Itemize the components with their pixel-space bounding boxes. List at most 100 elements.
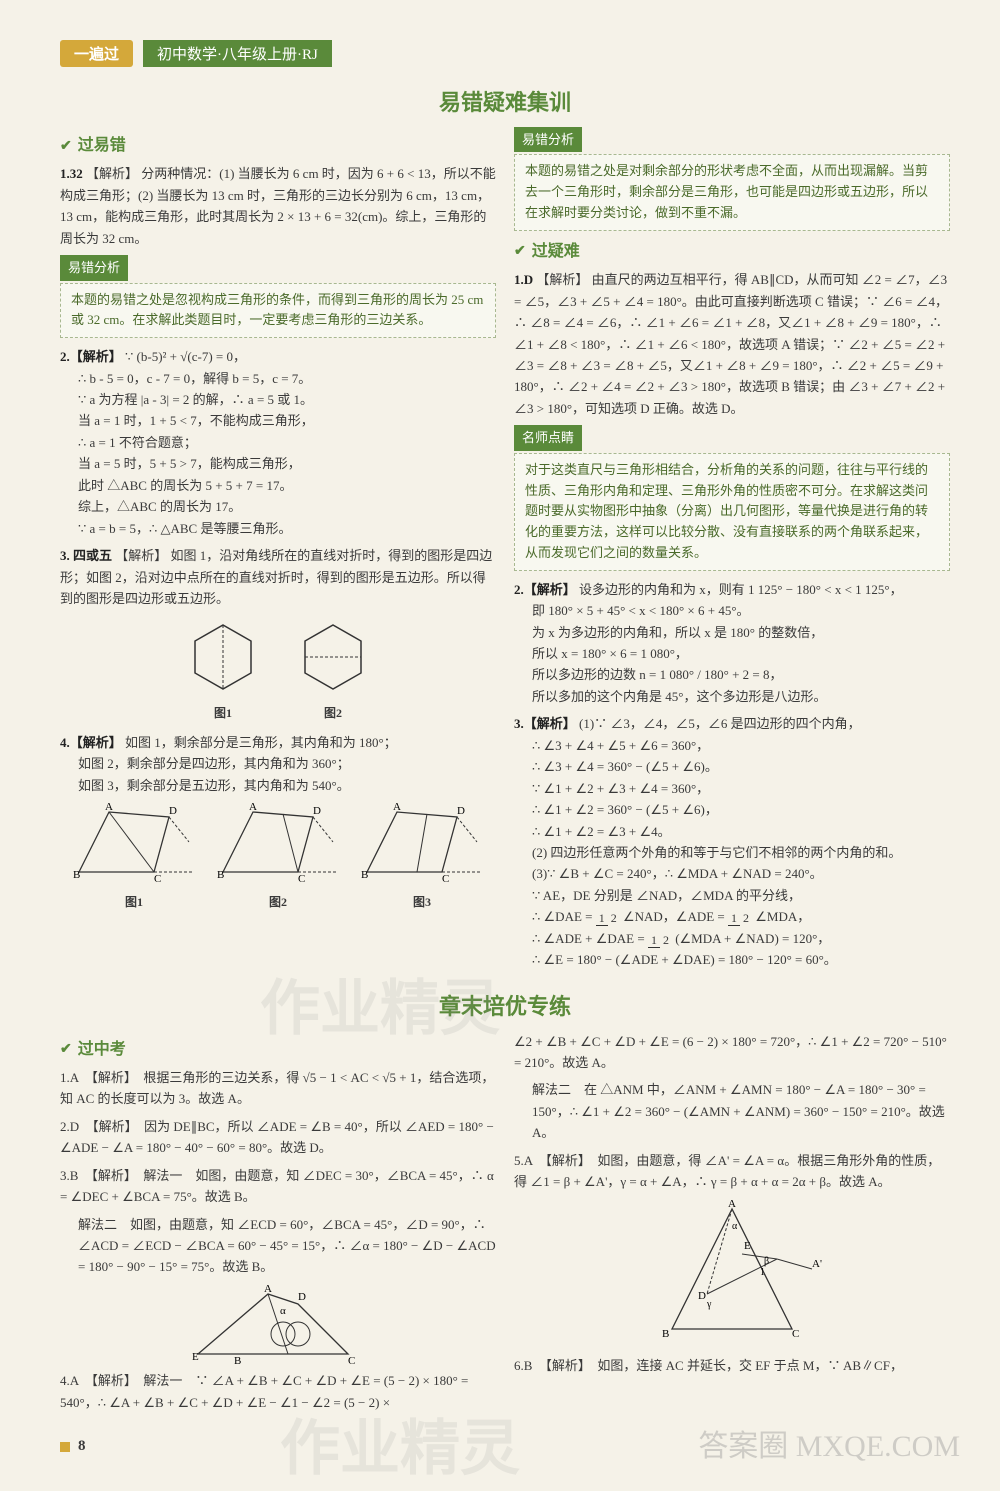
q1-tag: 【解析】 — [86, 166, 138, 181]
box3: 名师点睛 对于这类直尺与三角形相结合，分析角的关系的问题，往往与平行线的性质、三… — [514, 425, 950, 570]
q3r-l10a: ∴ ∠DAE = — [532, 909, 596, 924]
sub-head-easy-wrong: ✔ 过易错 — [60, 133, 496, 159]
sub-head-label: 过易错 — [78, 133, 126, 159]
hex-fig-1: 图1 — [183, 617, 263, 723]
q3r-l10: ∴ ∠DAE = 12 ∠NAD，∠ADE = 12 ∠MDA， — [514, 906, 950, 927]
q3r-l11a: ∴ ∠ADE + ∠DAE = — [532, 931, 648, 946]
header-sub: 初中数学·八年级上册·RJ — [143, 40, 332, 67]
svg-text:C: C — [154, 873, 161, 885]
q3r: 3.【解析】 (1)∵ ∠3，∠4，∠5，∠6 是四边形的四个内角， ∴ ∠3 … — [514, 713, 950, 970]
q3r-l7: (2) 四边形任意两个外角的和等于与它们不相邻的两个内角的和。 — [514, 842, 950, 863]
q2r-tag: 2.【解析】 — [514, 582, 576, 597]
fig1-cap: 图1 — [183, 704, 263, 724]
box3-tag: 名师点睛 — [514, 425, 582, 450]
check-icon: ✔ — [60, 135, 72, 158]
q3r-l9: ∵ AE，DE 分别是 ∠NAD，∠MDA 的平分线， — [514, 885, 950, 906]
page-number: 8 — [78, 1438, 86, 1454]
q2: 2.【解析】 ∵ (b-5)² + √(c-7) = 0， ∴ b - 5 = … — [60, 346, 496, 539]
svg-text:B: B — [662, 1328, 669, 1340]
q3r-l3: ∴ ∠3 + ∠4 = 360° − (∠5 + ∠6)。 — [514, 756, 950, 777]
q3-num: 3. 四或五 — [60, 548, 112, 563]
q1-num: 1.32 — [60, 166, 83, 181]
sub-head-difficult: ✔ 过疑难 — [514, 239, 950, 265]
svg-text:C: C — [792, 1328, 799, 1340]
q3r-l10b: ∠NAD，∠ADE = — [623, 909, 728, 924]
svg-text:α: α — [280, 1305, 286, 1317]
svg-text:D: D — [169, 805, 177, 817]
q3r-l1: (1)∵ ∠3，∠4，∠5，∠6 是四边形的四个内角， — [579, 716, 861, 731]
box2-tag: 易错分析 — [514, 127, 582, 152]
check-icon: ✔ — [514, 240, 526, 263]
corner-logo: 答案圈 MXQE.COM — [698, 1421, 960, 1465]
svg-text:A': A' — [812, 1258, 822, 1270]
sub-head-label-2: 过疑难 — [532, 239, 580, 265]
svg-text:α: α — [732, 1221, 738, 1232]
q2r: 2.【解析】 设多边形的内角和为 x，则有 1 125° − 180° < x … — [514, 579, 950, 708]
svg-text:E: E — [192, 1351, 199, 1363]
q1d-body: 由直尺的两边互相平行，得 AB∥CD，从而可知 ∠2 = ∠7，∠3 = ∠5，… — [514, 272, 948, 416]
section-title-2: 章末培优专练 — [60, 989, 950, 1021]
q2-l1: ∵ (b-5)² + √(c-7) = 0， — [125, 349, 246, 364]
hex-fig-2: 图2 — [293, 617, 373, 723]
q2r-l2: 即 180° × 5 + 45° < x < 180° × 6 + 45°。 — [514, 600, 950, 621]
br-q6: 6.B 【解析】 如图，连接 AC 并延长，交 EF 于点 M，∵ AB∥CF， — [514, 1355, 950, 1376]
q2r-l3: 为 x 为多边形的内角和，所以 x 是 180° 的整数倍， — [514, 622, 950, 643]
q4-l2: 如图 2，剩余部分是四边形，其内角和为 360°； — [60, 753, 496, 774]
q2r-l1: 设多边形的内角和为 x，则有 1 125° − 180° < x < 1 125… — [579, 582, 903, 597]
svg-text:A: A — [105, 802, 113, 813]
q2r-l5: 所以多边形的边数 n = 1 080° / 180° + 2 = 8， — [514, 664, 950, 685]
bl-q2: 2.D 【解析】 因为 DE∥BC，所以 ∠ADE = ∠B = 40°，所以 … — [60, 1116, 496, 1159]
tri-fig-3: AD BC 图3 — [357, 802, 487, 913]
bl-q4: 4.A 【解析】 解法一 ∵ ∠A + ∠B + ∠C + ∠D + ∠E = … — [60, 1370, 496, 1413]
svg-text:β: β — [764, 1256, 769, 1267]
q3: 3. 四或五 【解析】 如图 1，沿对角线所在的直线对折时，得到的图形是四边形；… — [60, 545, 496, 609]
q3r-l2: ∴ ∠3 + ∠4 + ∠5 + ∠6 = 360°， — [514, 735, 950, 756]
svg-text:1: 1 — [760, 1267, 765, 1278]
svg-text:A: A — [393, 802, 401, 813]
q2-l8: 综上，△ABC 的周长为 17。 — [60, 496, 496, 517]
q3r-tag: 3.【解析】 — [514, 716, 576, 731]
section-title-1: 易错疑难集训 — [60, 85, 950, 117]
q2-l4: 当 a = 1 时，1 + 5 < 7，不能构成三角形， — [60, 410, 496, 431]
svg-text:B: B — [361, 869, 368, 881]
q2-l6: 当 a = 5 时，5 + 5 > 7，能构成三角形， — [60, 453, 496, 474]
br-fig: A B C E A' D α β γ 1 — [514, 1199, 950, 1355]
box2-body: 本题的易错之处是对剩余部分的形状考虑不全面，从而出现漏解。当剪去一个三角形时，剩… — [514, 154, 950, 230]
q3r-l6: ∴ ∠1 + ∠2 = ∠3 + ∠4。 — [514, 821, 950, 842]
q3r-l5: ∴ ∠1 + ∠2 = 360° − (∠5 + ∠6)， — [514, 799, 950, 820]
q4-l1: 如图 1，剩余部分是三角形，其内角和为 180°； — [125, 735, 397, 750]
page: 一遍过 初中数学·八年级上册·RJ 易错疑难集训 ✔ 过易错 1.32 【解析】… — [0, 0, 1000, 1449]
check-icon: ✔ — [60, 1038, 72, 1061]
sub-head-zk-label: 过中考 — [78, 1037, 126, 1063]
box1: 易错分析 本题的易错之处是忽视构成三角形的条件，而得到三角形的周长为 25 cm… — [60, 255, 496, 338]
main-columns: ✔ 过易错 1.32 【解析】 分两种情况：(1) 当腰长为 6 cm 时，因为… — [60, 127, 950, 977]
q4-tag: 4.【解析】 — [60, 735, 122, 750]
box3-body: 对于这类直尺与三角形相结合，分析角的关系的问题，往往与平行线的性质、三角形内角和… — [514, 453, 950, 571]
q1d: 1.D 【解析】 由直尺的两边互相平行，得 AB∥CD，从而可知 ∠2 = ∠7… — [514, 269, 950, 419]
q1: 1.32 【解析】 分两种情况：(1) 当腰长为 6 cm 时，因为 6 + 6… — [60, 163, 496, 249]
svg-text:C: C — [298, 873, 305, 885]
bottom-columns: ✔ 过中考 1.A 【解析】 根据三角形的三边关系，得 √5 − 1 < AC … — [60, 1031, 950, 1420]
svg-text:A: A — [249, 802, 257, 813]
svg-text:A: A — [728, 1199, 736, 1210]
svg-text:D: D — [298, 1291, 306, 1303]
svg-text:A: A — [264, 1284, 272, 1295]
hexagon-figs: 图1 图2 — [60, 617, 496, 723]
svg-text:B: B — [217, 869, 224, 881]
bottom-left: ✔ 过中考 1.A 【解析】 根据三角形的三边关系，得 √5 − 1 < AC … — [60, 1031, 496, 1420]
q2-l2: ∴ b - 5 = 0，c - 7 = 0，解得 b = 5，c = 7。 — [60, 368, 496, 389]
svg-text:C: C — [348, 1355, 355, 1364]
triangle-figs: A D B C 图1 A D B C 图2 — [60, 802, 496, 913]
svg-text:D: D — [313, 805, 321, 817]
bottom-right: ∠2 + ∠B + ∠C + ∠D + ∠E = (6 − 2) × 180° … — [514, 1031, 950, 1420]
q2-tag: 2.【解析】 — [60, 349, 122, 364]
q3r-l8: (3)∵ ∠B + ∠C = 240°，∴ ∠MDA + ∠NAD = 240°… — [514, 863, 950, 884]
bl-q3a: 3.B 【解析】 解法一 如图，由题意，知 ∠DEC = 30°，∠BCA = … — [60, 1165, 496, 1208]
ft2: 图2 — [213, 893, 343, 913]
q3r-l10c: ∠MDA， — [755, 909, 810, 924]
q2-l3: ∵ a 为方程 |a - 3| = 2 的解，∴ a = 5 或 1。 — [60, 389, 496, 410]
fig2-cap: 图2 — [293, 704, 373, 724]
q3-tag: 【解析】 — [115, 548, 167, 563]
ft1: 图1 — [69, 893, 199, 913]
svg-text:D: D — [698, 1290, 706, 1302]
